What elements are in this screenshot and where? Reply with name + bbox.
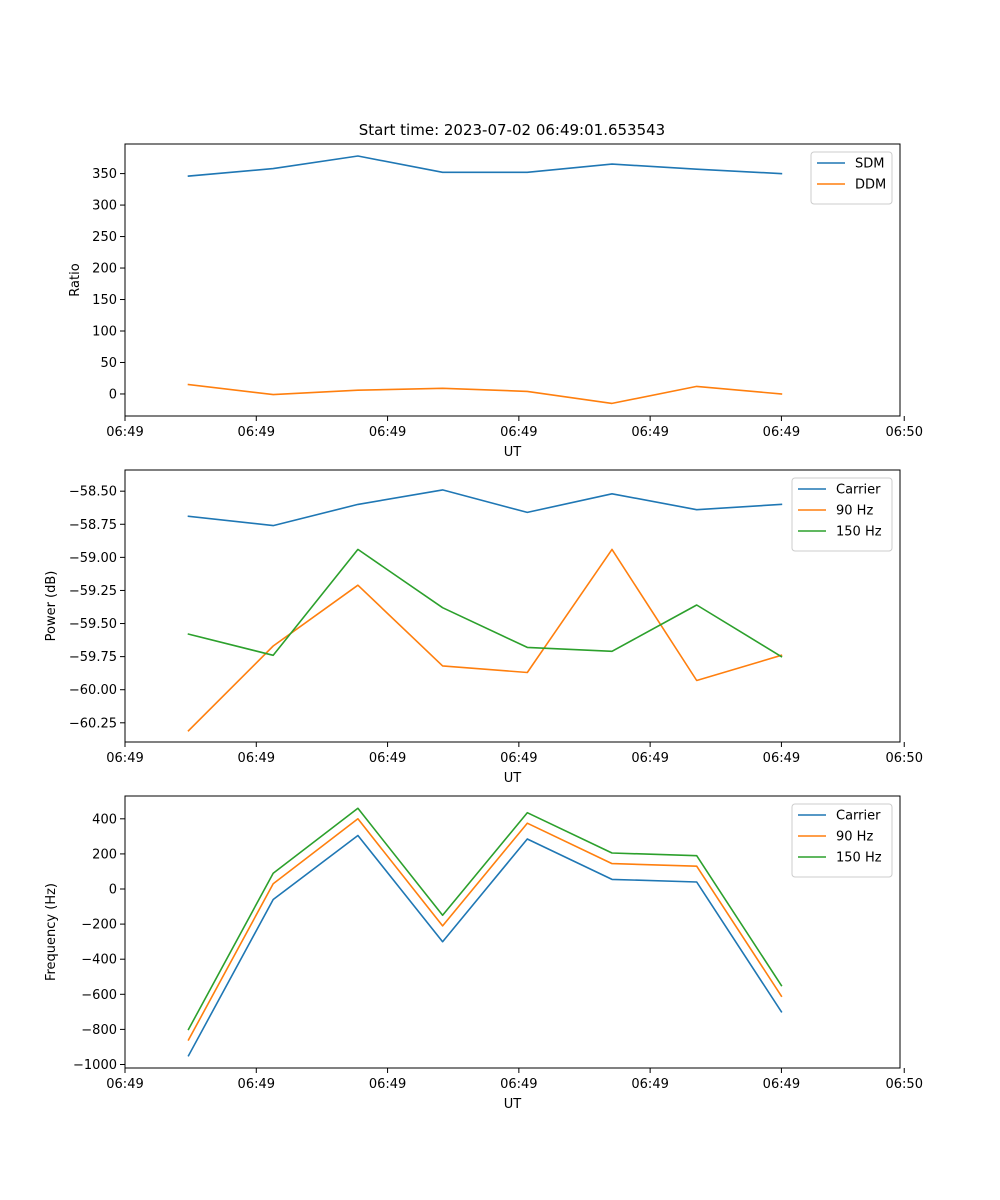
x-tick-label: 06:49 xyxy=(631,1077,668,1092)
x-tick-label: 06:49 xyxy=(763,425,800,440)
legend-label: 150 Hz xyxy=(836,525,882,540)
legend-box xyxy=(791,477,893,552)
y-tick-label: 50 xyxy=(100,356,117,371)
series-line-90-hz xyxy=(187,548,783,732)
x-tick-label: 06:49 xyxy=(631,425,668,440)
y-tick-label: 150 xyxy=(92,293,117,308)
series-line-150-hz xyxy=(187,807,783,1031)
panel-power: −60.25 −60.00 −59.75 −59.50 −59.25 −59.00 −58.… xyxy=(44,469,923,786)
series-line-carrier xyxy=(187,834,783,1057)
y-axis-label: Power (dB) xyxy=(44,571,59,642)
series-line-90-hz xyxy=(187,817,783,1041)
y-tick-label: 100 xyxy=(92,325,117,340)
x-tick-label: 06:49 xyxy=(369,1077,406,1092)
y-tick-label: −59.00 xyxy=(69,551,117,566)
x-axis-label: UT xyxy=(504,1097,522,1112)
y-tick-label: −800 xyxy=(81,1023,117,1038)
x-tick-label: 06:49 xyxy=(500,751,537,766)
y-tick-label: −400 xyxy=(81,953,117,968)
x-tick-label: 06:49 xyxy=(631,751,668,766)
x-tick-label: 06:50 xyxy=(886,751,923,766)
legend-box xyxy=(791,803,893,878)
x-tick-label: 06:50 xyxy=(886,425,923,440)
legend-label: 90 Hz xyxy=(836,830,873,845)
y-tick-label: −60.00 xyxy=(69,683,117,698)
axes-frame xyxy=(124,143,901,417)
x-tick-label: 06:49 xyxy=(238,751,275,766)
x-axis-label: UT xyxy=(504,445,522,460)
x-tick-label: 06:49 xyxy=(369,751,406,766)
x-axis-label: UT xyxy=(504,771,522,786)
x-tick-label: 06:50 xyxy=(886,1077,923,1092)
x-tick-label: 06:49 xyxy=(500,425,537,440)
legend-label: Carrier xyxy=(836,483,881,498)
legend-label: DDM xyxy=(855,178,886,193)
x-tick-label: 06:49 xyxy=(763,751,800,766)
legend-label: SDM xyxy=(855,157,884,172)
y-tick-label: 250 xyxy=(92,230,117,245)
y-tick-label: 300 xyxy=(92,199,117,214)
y-tick-label: 350 xyxy=(92,167,117,182)
chart-title: Start time: 2023-07-02 06:49:01.653543 xyxy=(359,121,665,139)
y-tick-label: 200 xyxy=(92,847,117,862)
y-tick-label: 400 xyxy=(92,812,117,827)
y-tick-label: −600 xyxy=(81,988,117,1003)
legend-label: 150 Hz xyxy=(836,851,882,866)
y-axis-label: Ratio xyxy=(68,263,83,296)
series-line-ddm xyxy=(187,383,783,405)
x-tick-label: 06:49 xyxy=(106,1077,143,1092)
legend-label: 90 Hz xyxy=(836,504,873,519)
y-tick-label: −200 xyxy=(81,918,117,933)
panel-ratio: 0 50 100 150 200 250 300 350 06:49 06:49 06:49 06:4… xyxy=(68,143,923,460)
series-line-150-hz xyxy=(187,548,783,658)
y-tick-label: −58.75 xyxy=(69,518,117,533)
series-line-carrier xyxy=(187,489,783,527)
y-tick-label: −60.25 xyxy=(69,716,117,731)
y-tick-label: 0 xyxy=(109,883,117,898)
x-tick-label: 06:49 xyxy=(369,425,406,440)
y-tick-label: 0 xyxy=(109,387,117,402)
y-tick-label: 200 xyxy=(92,262,117,277)
y-tick-label: −58.50 xyxy=(69,485,117,500)
x-tick-label: 06:49 xyxy=(106,751,143,766)
x-tick-label: 06:49 xyxy=(500,1077,537,1092)
legend-label: Carrier xyxy=(836,809,881,824)
y-tick-label: −59.25 xyxy=(69,584,117,599)
y-axis-label: Frequency (Hz) xyxy=(44,883,59,981)
axes-frame xyxy=(124,469,901,743)
x-tick-label: 06:49 xyxy=(763,1077,800,1092)
y-tick-label: −59.75 xyxy=(69,650,117,665)
panel-frequency: −1000 −800 −600 −400 −200 0 200 400 06:49 06:49 06… xyxy=(44,795,923,1112)
legend-box xyxy=(810,151,893,205)
y-tick-label: −1000 xyxy=(73,1058,117,1073)
series-line-sdm xyxy=(187,155,783,177)
x-tick-label: 06:49 xyxy=(238,1077,275,1092)
y-tick-label: −59.50 xyxy=(69,617,117,632)
axes-frame xyxy=(124,795,901,1069)
x-tick-label: 06:49 xyxy=(238,425,275,440)
x-tick-label: 06:49 xyxy=(106,425,143,440)
